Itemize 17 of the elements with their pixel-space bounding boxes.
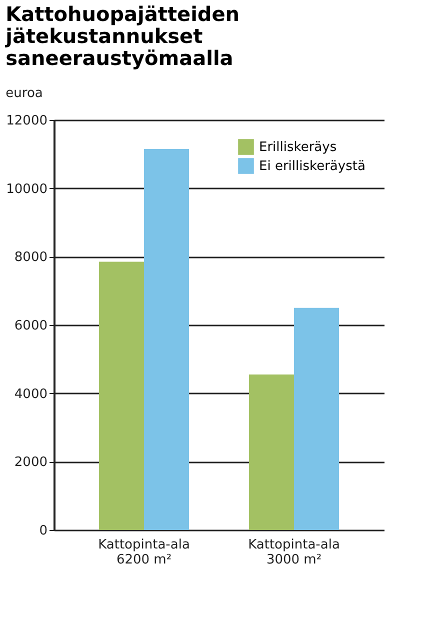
y-tick-label: 0 [39, 524, 48, 538]
y-tick-label: 6000 [14, 318, 48, 334]
x-tick-label: Kattopinta-ala 3000 m² [248, 538, 340, 568]
y-axis-title: euroa [6, 86, 43, 101]
y-tick-label: 2000 [14, 455, 48, 470]
bar [249, 374, 294, 530]
bar [144, 149, 189, 530]
y-tick-label: 8000 [14, 250, 48, 266]
y-tick-label: 12000 [6, 114, 48, 128]
legend-label: Ei erilliskeräystä [259, 159, 366, 174]
bar [99, 262, 144, 530]
bar [294, 308, 339, 530]
y-tick-label: 4000 [14, 386, 48, 402]
y-tick-label: 10000 [6, 182, 48, 197]
x-tick-label: Kattopinta-ala 6200 m² [98, 538, 190, 568]
legend-label: Erilliskeräys [259, 140, 337, 155]
chart-title: Kattohuopajätteiden jätekustannukset saneeraustyömaalla [4, 2, 240, 70]
